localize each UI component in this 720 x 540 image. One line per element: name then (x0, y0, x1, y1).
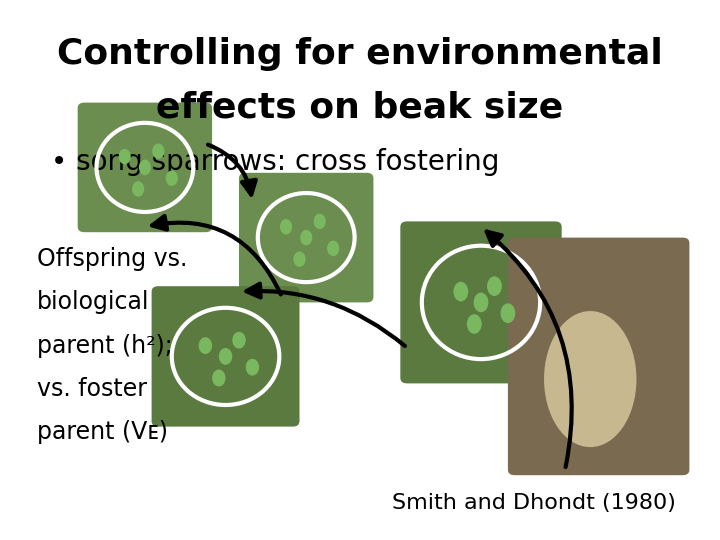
FancyBboxPatch shape (152, 286, 300, 427)
Ellipse shape (294, 252, 305, 267)
Ellipse shape (139, 160, 151, 175)
Text: parent (Vᴇ): parent (Vᴇ) (37, 420, 168, 444)
Text: Smith and Dhondt (1980): Smith and Dhondt (1980) (392, 493, 676, 513)
FancyBboxPatch shape (508, 238, 690, 475)
FancyBboxPatch shape (239, 173, 374, 302)
Ellipse shape (199, 337, 212, 354)
Ellipse shape (300, 230, 312, 245)
Text: • song sparrows: cross fostering: • song sparrows: cross fostering (51, 148, 499, 176)
Ellipse shape (219, 348, 233, 365)
FancyBboxPatch shape (78, 103, 212, 232)
Ellipse shape (280, 219, 292, 234)
Ellipse shape (500, 303, 516, 323)
Ellipse shape (166, 171, 178, 186)
FancyBboxPatch shape (400, 221, 562, 383)
Ellipse shape (467, 314, 482, 334)
Text: effects on beak size: effects on beak size (156, 91, 564, 125)
Text: Controlling for environmental: Controlling for environmental (57, 37, 663, 71)
Ellipse shape (119, 149, 131, 164)
Ellipse shape (246, 359, 259, 376)
Ellipse shape (544, 311, 636, 447)
Ellipse shape (132, 181, 144, 197)
Ellipse shape (474, 293, 488, 312)
Text: biological: biological (37, 291, 150, 314)
Ellipse shape (487, 276, 502, 296)
Text: parent (h²);: parent (h²); (37, 334, 173, 357)
Ellipse shape (314, 214, 325, 229)
Text: vs. foster: vs. foster (37, 377, 148, 401)
Ellipse shape (233, 332, 246, 349)
Ellipse shape (152, 144, 164, 159)
Ellipse shape (454, 282, 468, 301)
Text: Offspring vs.: Offspring vs. (37, 247, 188, 271)
Ellipse shape (212, 369, 225, 387)
Ellipse shape (327, 241, 339, 256)
